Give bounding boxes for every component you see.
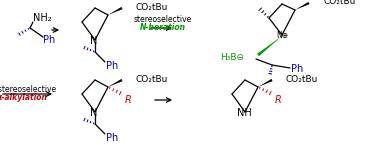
Text: N⊕: N⊕ bbox=[276, 30, 288, 39]
Text: diastereoselective: diastereoselective bbox=[0, 86, 57, 95]
Text: R: R bbox=[275, 95, 281, 105]
Text: Ph: Ph bbox=[43, 35, 55, 45]
Text: R: R bbox=[125, 95, 132, 105]
Polygon shape bbox=[108, 79, 122, 87]
Text: CO₂tBu: CO₂tBu bbox=[323, 0, 355, 7]
Text: stereoselective: stereoselective bbox=[134, 16, 192, 25]
Text: Ph: Ph bbox=[291, 64, 303, 74]
Polygon shape bbox=[295, 2, 310, 10]
Text: H₃B⊖: H₃B⊖ bbox=[220, 52, 244, 61]
Text: Ph: Ph bbox=[106, 133, 118, 143]
Text: NH: NH bbox=[237, 108, 251, 118]
Polygon shape bbox=[258, 79, 273, 87]
Text: α-alkylation: α-alkylation bbox=[0, 94, 47, 103]
Polygon shape bbox=[257, 36, 282, 56]
Text: CO₂tBu: CO₂tBu bbox=[286, 75, 318, 84]
Text: N: N bbox=[90, 36, 98, 46]
Text: CO₂tBu: CO₂tBu bbox=[136, 2, 168, 11]
Text: N-boration: N-boration bbox=[140, 22, 186, 31]
Text: N: N bbox=[90, 108, 98, 118]
Text: Ph: Ph bbox=[106, 61, 118, 71]
Text: NH₂: NH₂ bbox=[33, 13, 52, 23]
Text: CO₂tBu: CO₂tBu bbox=[136, 75, 168, 84]
Polygon shape bbox=[108, 7, 122, 15]
